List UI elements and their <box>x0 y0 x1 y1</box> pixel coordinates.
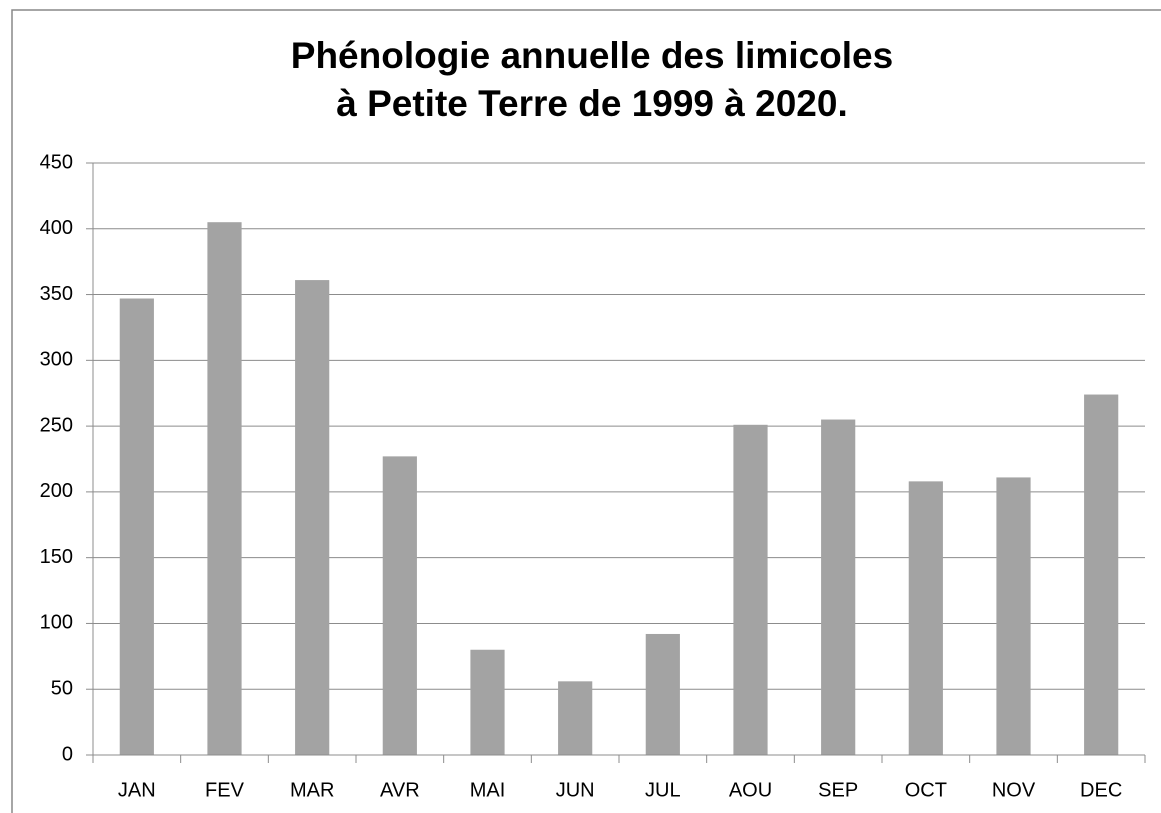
x-tick-label: JUL <box>645 779 681 801</box>
bar <box>996 477 1031 755</box>
x-tick-label: AVR <box>380 779 420 801</box>
bar <box>821 419 856 755</box>
bar <box>1084 394 1119 755</box>
x-tick-label: MAI <box>470 779 506 801</box>
x-tick-label: DEC <box>1080 779 1122 801</box>
chart-title: Phénologie annuelle des limicoles <box>291 35 893 76</box>
y-tick-label: 50 <box>51 678 73 700</box>
y-tick-label: 400 <box>40 217 73 239</box>
bar <box>908 481 943 755</box>
x-tick-label: NOV <box>992 779 1036 801</box>
y-tick-label: 200 <box>40 480 73 502</box>
bar <box>295 280 330 755</box>
x-tick-label: SEP <box>818 779 858 801</box>
bar <box>558 681 593 755</box>
bar <box>733 424 768 755</box>
chart-frame <box>11 9 1161 813</box>
x-tick-label: JAN <box>118 779 156 801</box>
y-tick-label: 250 <box>40 414 73 436</box>
x-tick-label: MAR <box>290 779 334 801</box>
bar <box>382 456 417 755</box>
y-tick-label: 150 <box>40 546 73 568</box>
chart-title: à Petite Terre de 1999 à 2020. <box>336 83 847 124</box>
bar <box>470 649 505 755</box>
y-tick-label: 450 <box>40 151 73 173</box>
y-tick-label: 100 <box>40 612 73 634</box>
x-tick-label: FEV <box>205 779 245 801</box>
bar <box>119 298 154 755</box>
y-tick-label: 300 <box>40 349 73 371</box>
y-tick-label: 0 <box>62 743 73 765</box>
x-tick-label: OCT <box>905 779 947 801</box>
x-tick-label: AOU <box>729 779 772 801</box>
x-tick-label: JUN <box>556 779 595 801</box>
bar <box>207 222 242 755</box>
bar <box>645 633 680 755</box>
y-tick-label: 350 <box>40 283 73 305</box>
